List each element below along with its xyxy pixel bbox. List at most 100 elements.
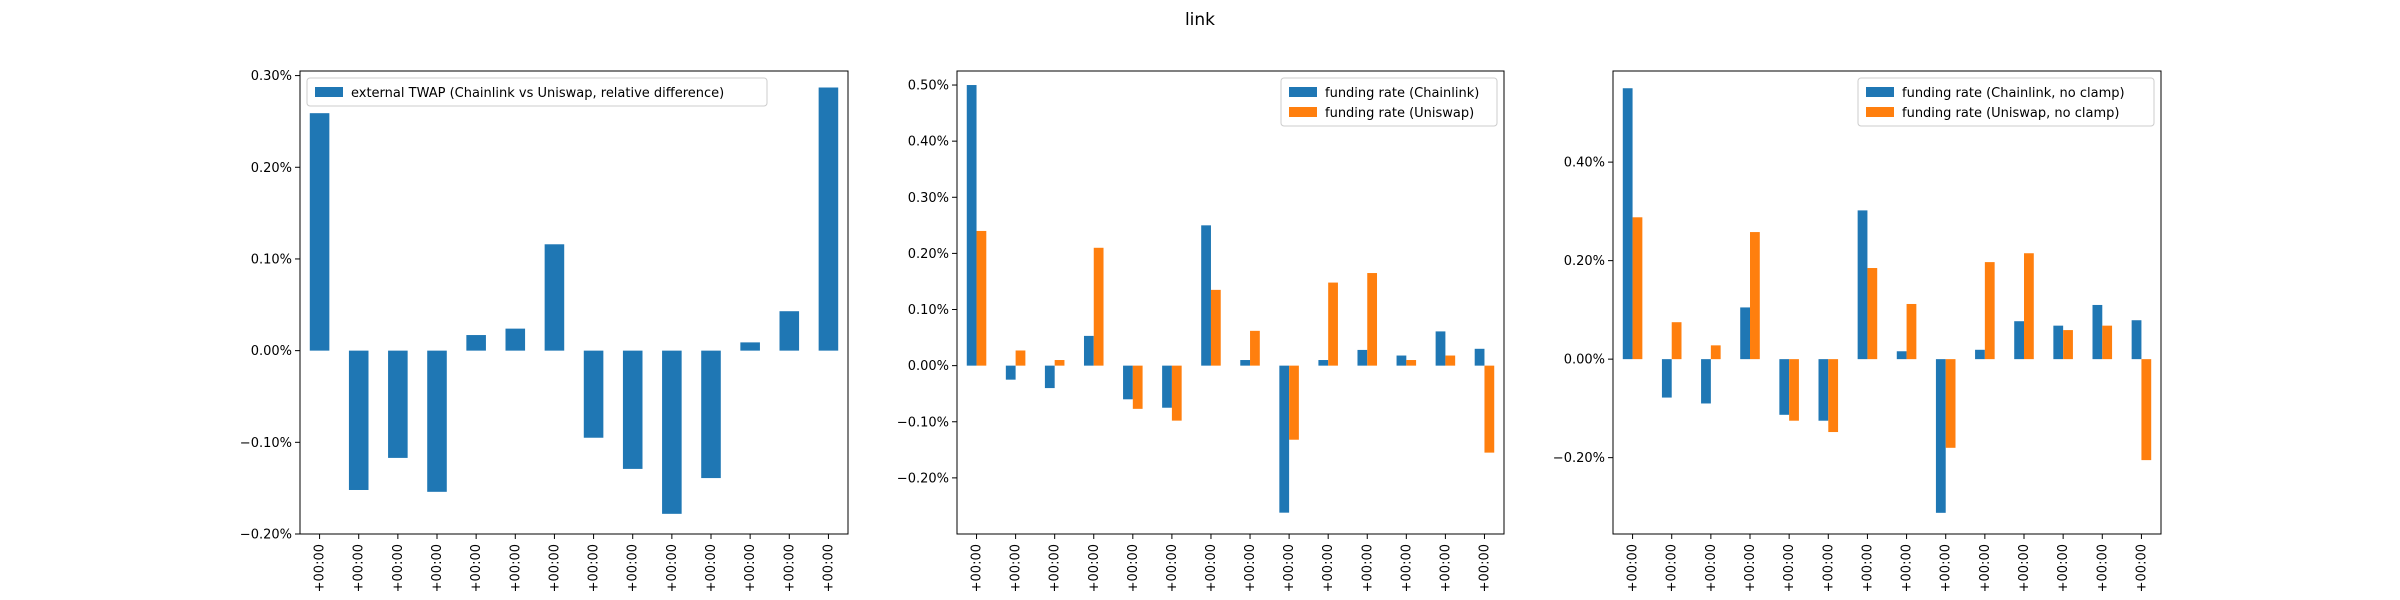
bar-series2-7 xyxy=(1867,268,1878,360)
bar-series2-4 xyxy=(1750,232,1760,360)
bar-series1-12 xyxy=(2053,325,2064,360)
x-tick-label: +00:00 xyxy=(782,544,797,592)
legend-box xyxy=(306,77,768,107)
y-tick-label: 0.30% xyxy=(908,191,949,206)
bar-series2-11 xyxy=(1367,273,1378,366)
bar-series1-6 xyxy=(1162,365,1172,408)
x-tick-label: +00:00 xyxy=(1939,544,1954,592)
y-tick-label: 0.20% xyxy=(908,247,949,262)
x-tick-label: +00:00 xyxy=(1126,544,1141,592)
bar-series2-12 xyxy=(2063,330,2073,360)
y-tick-label: 0.40% xyxy=(908,135,949,150)
bar-series1-2 xyxy=(1661,359,1672,398)
bar-series1-6 xyxy=(505,328,526,351)
y-tick-label: −0.10% xyxy=(897,415,949,430)
bar-series2-1 xyxy=(976,230,987,366)
bar-series1-2 xyxy=(348,350,369,490)
bar-series1-10 xyxy=(1318,360,1329,366)
legend-swatch xyxy=(1289,87,1317,97)
bar-series2-8 xyxy=(1906,303,1917,360)
bar-series1-9 xyxy=(1279,365,1290,513)
bar-series1-5 xyxy=(1123,365,1133,400)
bar-series2-5 xyxy=(1132,365,1143,409)
chart-panel-2: −0.20% −0.10% 0.00% 0.10% 0.20% 0.30% 0.40% 0.5… xyxy=(897,70,1505,592)
axes-frame xyxy=(956,70,1505,535)
x-tick-label: +00:00 xyxy=(1009,544,1024,592)
axes-frame xyxy=(299,70,849,535)
bar-series1-11 xyxy=(1357,349,1368,366)
x-tick-label: +00:00 xyxy=(1626,544,1641,592)
bar-series1-14 xyxy=(2131,320,2142,360)
bar-series2-9 xyxy=(1289,365,1299,440)
bar-series1-1 xyxy=(309,113,330,351)
bar-series1-7 xyxy=(1857,210,1868,360)
y-tick-label: 0.20% xyxy=(251,161,292,176)
legend-swatch xyxy=(1866,107,1894,117)
x-tick-label: +00:00 xyxy=(1782,544,1797,592)
bar-series2-11 xyxy=(2024,253,2034,360)
bar-series1-13 xyxy=(779,311,800,351)
bar-series1-6 xyxy=(1818,359,1829,421)
legend: funding rate (Chainlink, no clamp) fundin… xyxy=(1857,77,2155,127)
y-tick-label: 0.20% xyxy=(1564,254,1605,269)
chart-panel-3: −0.20% 0.00% 0.20% 0.40% +00:00 +00:00 +00:00 +… xyxy=(1553,70,2162,592)
x-tick-label: +00:00 xyxy=(626,544,641,592)
x-tick-label: +00:00 xyxy=(313,544,328,592)
x-tick-label: +00:00 xyxy=(1477,544,1492,592)
x-tick-label: +00:00 xyxy=(1821,544,1836,592)
legend: funding rate (Chainlink) funding rate (Un… xyxy=(1280,77,1498,127)
x-tick-label: +00:00 xyxy=(391,544,406,592)
bar-series2-5 xyxy=(1789,359,1799,421)
bar-series1-5 xyxy=(1779,359,1790,415)
x-tick-label: +00:00 xyxy=(1704,544,1719,592)
x-tick-label: +00:00 xyxy=(352,544,367,592)
x-tick-label: +00:00 xyxy=(430,544,445,592)
bar-series1-1 xyxy=(966,85,977,366)
bar-series2-3 xyxy=(1054,360,1065,366)
bar-series1-3 xyxy=(1701,359,1711,404)
legend-swatch xyxy=(1289,107,1317,117)
bar-series2-9 xyxy=(1945,359,1956,448)
x-tick-label: +00:00 xyxy=(1978,544,1993,592)
bar-series1-8 xyxy=(1240,360,1251,366)
x-tick-label: +00:00 xyxy=(1204,544,1219,592)
bar-series2-7 xyxy=(1210,289,1221,366)
x-tick-label: +00:00 xyxy=(1360,544,1375,592)
bar-series1-4 xyxy=(1740,307,1750,360)
x-tick-label: +00:00 xyxy=(2134,544,2149,592)
bar-series1-3 xyxy=(1044,365,1055,389)
bar-series2-6 xyxy=(1171,365,1182,421)
chart-panel-1: −0.20% −0.10% 0.00% 0.10% 0.20% 0.30% +00:00 +0… xyxy=(240,69,849,592)
x-tick-label: +00:00 xyxy=(704,544,719,592)
x-tick-label: +00:00 xyxy=(1743,544,1758,592)
x-tick-label: +00:00 xyxy=(1321,544,1336,592)
legend-label: funding rate (Chainlink, no clamp) xyxy=(1902,86,2125,101)
legend-label: funding rate (Uniswap, no clamp) xyxy=(1902,106,2119,121)
bar-series1-4 xyxy=(427,350,447,492)
bar-series2-1 xyxy=(1632,217,1643,360)
bar-series1-1 xyxy=(1622,88,1633,360)
bar-series2-2 xyxy=(1671,322,1682,360)
bar-series1-7 xyxy=(1201,225,1211,366)
bar-series1-8 xyxy=(1896,351,1907,360)
bar-series1-11 xyxy=(701,350,721,479)
bar-series1-4 xyxy=(1083,335,1094,366)
bar-series1-8 xyxy=(583,350,604,438)
bar-series1-11 xyxy=(2014,321,2024,360)
legend: external TWAP (Chainlink vs Uniswap, rel… xyxy=(306,77,768,107)
y-tick-label: 0.30% xyxy=(251,69,292,84)
bar-series2-13 xyxy=(1445,355,1456,366)
x-tick-label: +00:00 xyxy=(547,544,562,592)
legend-label: funding rate (Chainlink) xyxy=(1325,86,1479,101)
bar-series2-14 xyxy=(2141,359,2152,461)
y-tick-label: −0.20% xyxy=(240,528,292,543)
bar-series1-14 xyxy=(1474,348,1485,366)
x-tick-label: +00:00 xyxy=(469,544,484,592)
y-tick-label: 0.10% xyxy=(908,303,949,318)
x-tick-label: +00:00 xyxy=(1243,544,1258,592)
y-tick-label: −0.20% xyxy=(897,471,949,486)
x-tick-label: +00:00 xyxy=(1900,544,1915,592)
bar-series2-4 xyxy=(1093,247,1104,366)
bar-series2-10 xyxy=(1984,262,1995,360)
